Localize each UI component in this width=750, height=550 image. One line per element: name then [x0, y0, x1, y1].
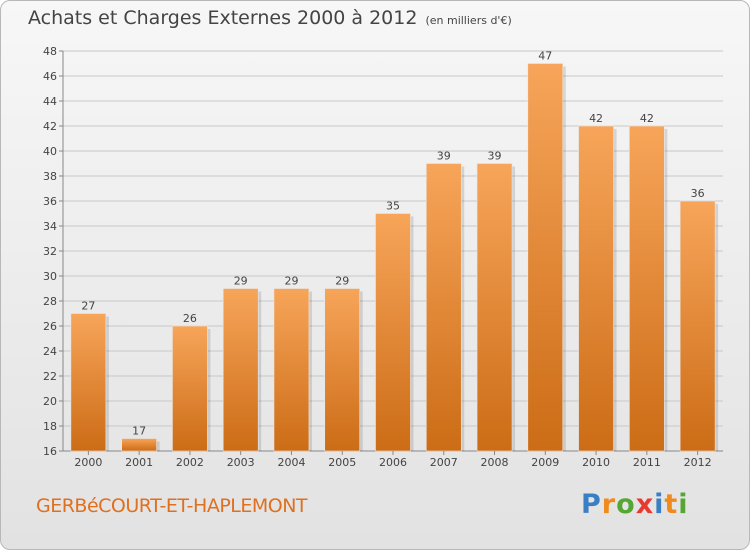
y-tick-label: 32	[43, 245, 57, 258]
y-tick-label: 18	[43, 420, 57, 433]
x-tick-label: 2012	[684, 456, 712, 469]
bar	[578, 125, 614, 452]
bar	[629, 125, 665, 452]
bar-value-label: 35	[386, 200, 400, 213]
bar-value-label: 26	[183, 312, 197, 325]
logo-letter: x	[635, 489, 655, 520]
bar-value-label: 29	[234, 275, 248, 288]
x-tick-label: 2002	[176, 456, 204, 469]
y-tick-label: 24	[43, 345, 57, 358]
proxiti-logo[interactable]: Proxiti	[581, 489, 689, 520]
logo-letter: t	[664, 489, 679, 520]
y-tick-label: 16	[43, 445, 57, 458]
logo-letter: r	[601, 489, 617, 520]
title-text: Achats et Charges Externes 2000 à 2012	[28, 7, 418, 29]
x-tick-label: 2010	[582, 456, 610, 469]
bar	[527, 63, 564, 452]
y-tick-label: 26	[43, 320, 57, 333]
x-tick-label: 2009	[531, 456, 559, 469]
bar	[273, 288, 310, 452]
bar-value-label: 36	[691, 187, 705, 200]
logo-letter: P	[581, 489, 602, 520]
bar-value-label: 27	[81, 300, 95, 313]
y-tick-label: 38	[43, 170, 57, 183]
bar	[222, 288, 259, 452]
bar-value-label: 39	[437, 150, 451, 163]
y-tick-label: 22	[43, 370, 57, 383]
bar	[324, 288, 361, 452]
x-tick-label: 2005	[328, 456, 356, 469]
y-tick-label: 28	[43, 295, 57, 308]
bar-value-label: 29	[284, 275, 298, 288]
x-tick-label: 2008	[481, 456, 509, 469]
bar	[121, 438, 157, 452]
bar-value-label: 42	[640, 112, 654, 125]
bar-value-label: 29	[335, 275, 349, 288]
y-tick-label: 48	[43, 45, 57, 58]
x-tick-label: 2004	[277, 456, 305, 469]
logo-letter: o	[616, 489, 636, 520]
bar-value-label: 39	[488, 150, 502, 163]
y-tick-label: 20	[43, 395, 57, 408]
x-tick-label: 2000	[74, 456, 102, 469]
y-tick-label: 42	[43, 120, 57, 133]
y-tick-label: 36	[43, 195, 57, 208]
logo-letter: i	[654, 489, 665, 520]
bar-value-label: 17	[132, 425, 146, 438]
x-tick-label: 2006	[379, 456, 407, 469]
bar	[70, 313, 107, 452]
commune-name: GERBéCOURT-ET-HAPLEMONT	[36, 495, 308, 517]
y-tick-label: 30	[43, 270, 57, 283]
subtitle-text: (en milliers d'€)	[425, 14, 512, 27]
bar	[425, 163, 462, 452]
chart-title: Achats et Charges Externes 2000 à 2012 (e…	[28, 7, 512, 29]
y-tick-label: 40	[43, 145, 57, 158]
bar	[679, 200, 716, 452]
logo-letter: i	[678, 489, 689, 520]
y-tick-label: 46	[43, 70, 57, 83]
bar-value-label: 47	[538, 50, 552, 63]
bar	[172, 325, 208, 452]
x-tick-label: 2011	[633, 456, 661, 469]
bar	[375, 213, 411, 452]
y-tick-label: 34	[43, 220, 57, 233]
x-tick-label: 2003	[227, 456, 255, 469]
bar	[476, 163, 513, 452]
x-tick-label: 2001	[125, 456, 153, 469]
y-tick-label: 44	[43, 95, 57, 108]
x-tick-label: 2007	[430, 456, 458, 469]
bar-value-label: 42	[589, 112, 603, 125]
